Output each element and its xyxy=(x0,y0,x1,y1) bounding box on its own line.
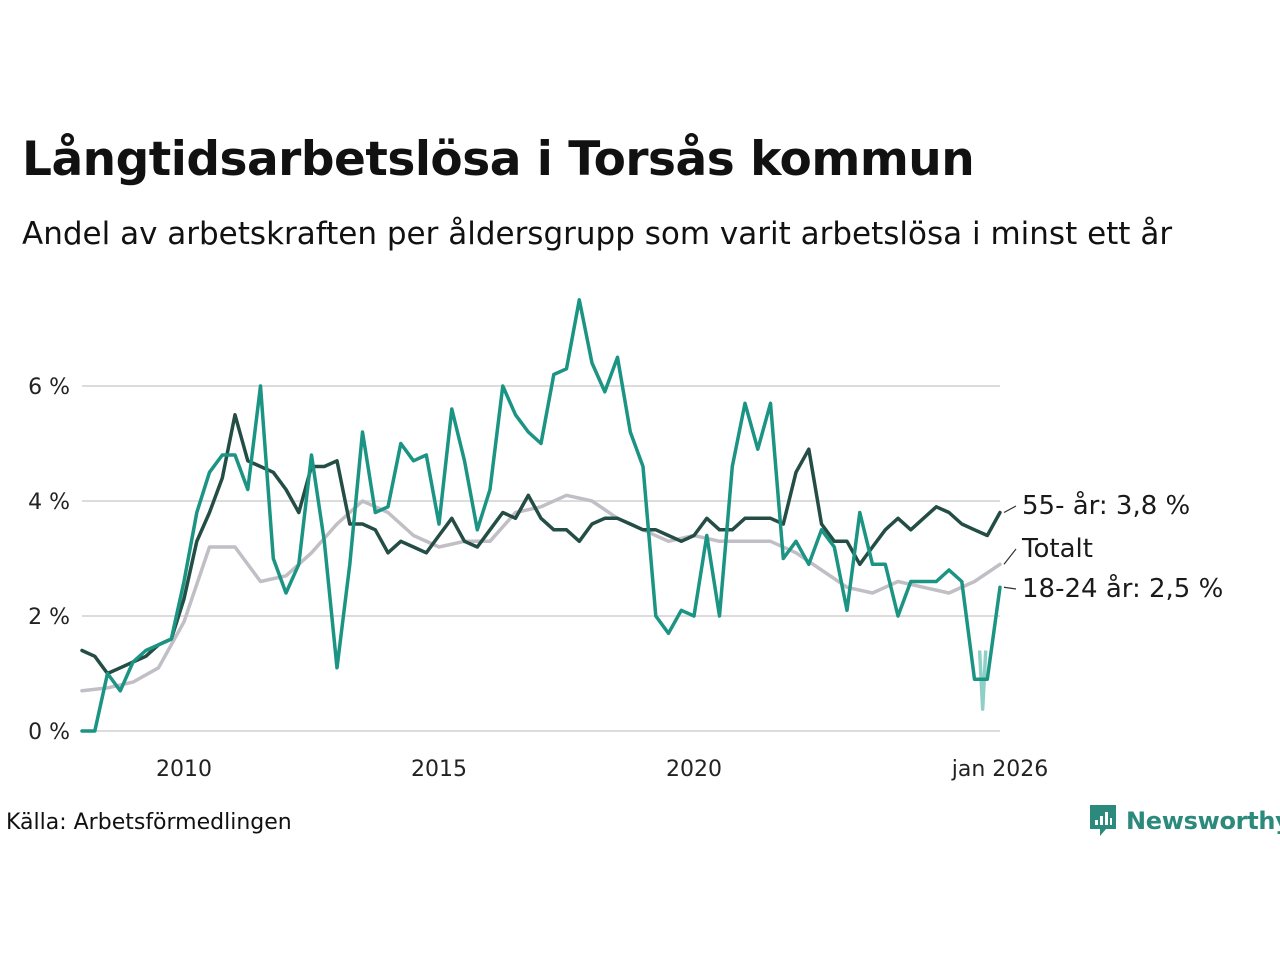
x-tick-label: 2020 xyxy=(666,757,722,782)
series-labels: Totalt 55- år: 3,8 % 18-24 år: 2,5 % xyxy=(1003,490,1223,604)
x-tick-label: 2015 xyxy=(411,757,467,782)
chart-title: Långtidsarbetslösa i Torsås kommun xyxy=(22,132,975,187)
series-label-leader xyxy=(1003,586,1017,590)
series-lines xyxy=(80,298,1002,733)
series-end-label: 18-24 år: 2,5 % xyxy=(1022,573,1223,604)
series-line-18-24-r xyxy=(80,298,1002,733)
brand-name: Newsworthy xyxy=(1126,807,1280,835)
y-axis-ticks: 0 % 2 % 4 % 6 % xyxy=(28,375,70,745)
newsworthy-logo-icon xyxy=(1090,805,1116,836)
y-tick-label: 4 % xyxy=(28,490,70,515)
y-tick-label: 2 % xyxy=(28,605,70,630)
series-end-label: 55- år: 3,8 % xyxy=(1022,490,1190,521)
series-line-55-r xyxy=(80,413,1002,676)
gridlines xyxy=(82,385,1000,732)
x-tick-label: jan 2026 xyxy=(951,757,1049,782)
chart-subtitle: Andel av arbetskraften per åldersgrupp s… xyxy=(22,216,1173,252)
y-tick-label: 0 % xyxy=(28,720,70,745)
brand-logo: Newsworthy xyxy=(1088,803,1280,839)
x-axis-ticks: 2010 2015 2020 jan 2026 xyxy=(156,757,1048,782)
series-line-totalt xyxy=(80,493,1002,693)
source-note: Källa: Arbetsförmedlingen xyxy=(6,810,292,835)
series-line-preliminary xyxy=(977,650,988,711)
y-tick-label: 6 % xyxy=(28,375,70,400)
series-end-label: Totalt xyxy=(1021,534,1093,564)
x-tick-label: 2010 xyxy=(156,757,212,782)
series-label-leader xyxy=(1003,505,1017,514)
series-label-leader xyxy=(1003,548,1017,565)
